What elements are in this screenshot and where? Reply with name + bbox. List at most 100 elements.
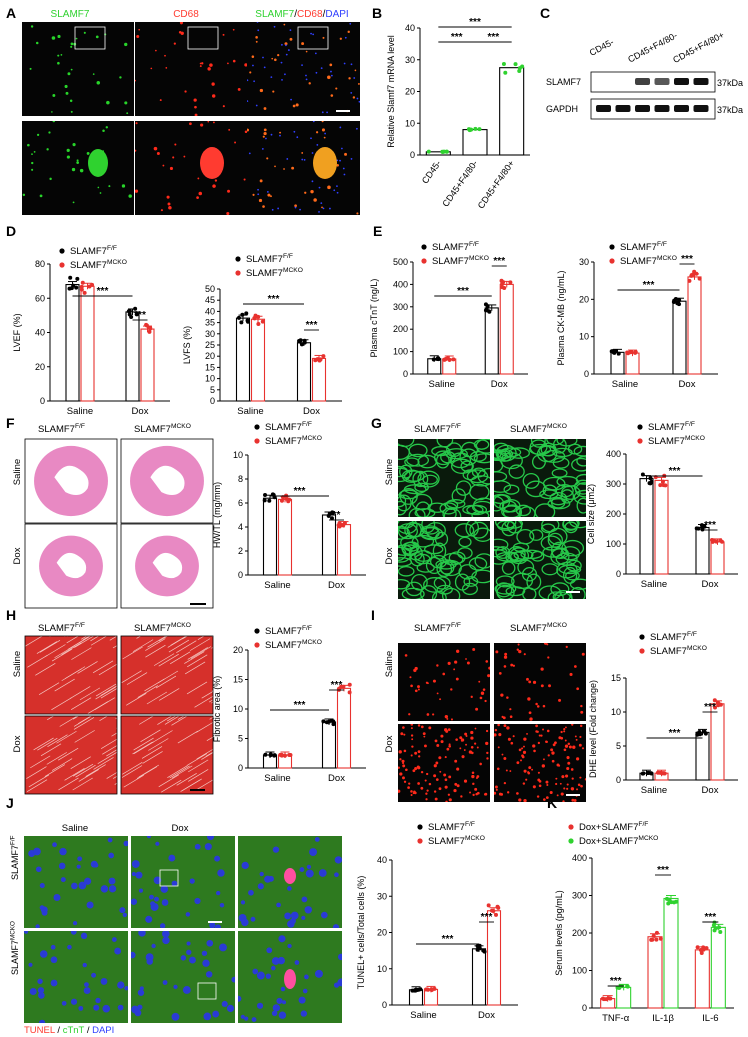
fluo-dot [57,61,60,65]
panel-letter-c: C [540,5,550,21]
dhe-dot [469,791,472,794]
dhe-dot [466,661,470,665]
fiber-streak [177,730,199,744]
cell-outline [444,448,468,460]
dhe-dot [516,761,520,765]
nucleus [137,1004,143,1010]
dapi-dot [256,22,259,23]
cell-outline [412,470,429,488]
tile-content [135,121,247,215]
tile-bg [25,716,117,794]
label-main: SLAMF7 [265,422,302,433]
fiber-streak [47,734,68,748]
dapi-dot [303,158,306,161]
cell-outline [449,452,472,469]
tile-border [120,438,214,524]
dapi-dot [293,130,296,133]
nucleus [219,902,225,908]
dhe-dot [518,748,522,752]
cell-outline [508,547,530,565]
fluo-dot [330,94,334,97]
a-title-slamf7: SLAMF7 [51,9,90,20]
nucleus [138,888,144,893]
dhe-dot [565,645,568,649]
dhe-dot [497,724,500,727]
stain-part: TUNEL [24,1025,55,1036]
dhe-dot [420,725,424,729]
fiber-streak [140,729,161,743]
dhe-dot [500,693,504,697]
nucleus [50,944,56,950]
dhe-dot [436,664,439,667]
tile-content [494,643,586,721]
fiber-streak [102,745,117,755]
label-text: SLAMF7F/F [648,421,695,433]
dhe-dot [410,684,413,688]
lumen [152,552,183,579]
nucleus [37,992,45,999]
dhe-dot [565,774,569,778]
dhe-dot [418,755,421,758]
label-main: SLAMF7 [246,268,283,279]
y-tick-label: 15 [233,675,243,685]
fluo-dot [356,212,359,215]
dhe-dot [455,738,458,741]
fiber-streak [146,691,168,705]
a-title-cd68: CD68 [173,9,199,20]
fluo-dot [126,112,129,115]
nucleus [214,855,221,862]
fiber-streak [123,774,144,788]
dhe-dot [402,762,405,765]
significance-label: *** [481,912,493,923]
tile-bg [135,121,247,215]
dhe-dot [398,766,400,769]
dhe-dot [414,666,418,671]
a-cd68-overview [135,22,247,116]
dhe-dot [494,791,497,795]
dhe-dot [540,667,544,671]
x-tick-label: IL-6 [702,1013,718,1024]
tile-content [24,836,128,928]
d-legend-dot [59,248,65,254]
cell-outline [398,465,409,478]
label-text: SLAMF7MCKO [510,622,567,634]
i-dox-mcko [494,724,586,802]
data-point [485,304,490,309]
nucleus [37,978,43,985]
dhe-dot [528,711,532,715]
fluo-dot [194,113,198,116]
fluo-dot [153,146,158,151]
nucleus [162,931,170,938]
dhe-dot [542,728,545,731]
fiber-streak [64,666,86,679]
data-point [279,752,284,757]
nucleus [304,974,309,980]
data-point [347,682,352,687]
fiber-streak [197,636,205,640]
y-axis-label: LVEF (%) [12,313,22,351]
nucleus [278,1011,287,1019]
dapi-dot [336,191,339,194]
dhe-dot [461,755,465,759]
x-tick-label: CD45+F4/80- [440,158,479,208]
data-point [490,908,495,913]
fiber-streak [168,639,190,653]
fiber-streak [46,752,67,765]
dhe-dot [547,754,550,757]
fiber-streak [144,678,165,692]
dhe-dot [424,779,427,782]
dhe-dot [502,716,506,720]
y-tick-label: 15 [611,673,621,683]
label-text: SLAMF7F/F [428,821,475,833]
nucleus [77,856,83,862]
y-tick-label: 35 [205,318,215,328]
data-point [713,926,718,931]
dhe-dot [541,764,546,768]
band-slamf7 [654,78,670,85]
dhe-dot [478,680,481,683]
f-dox-ff [24,523,118,609]
cell-outline [473,453,490,464]
bar [663,897,679,1009]
tile-content [135,22,247,116]
